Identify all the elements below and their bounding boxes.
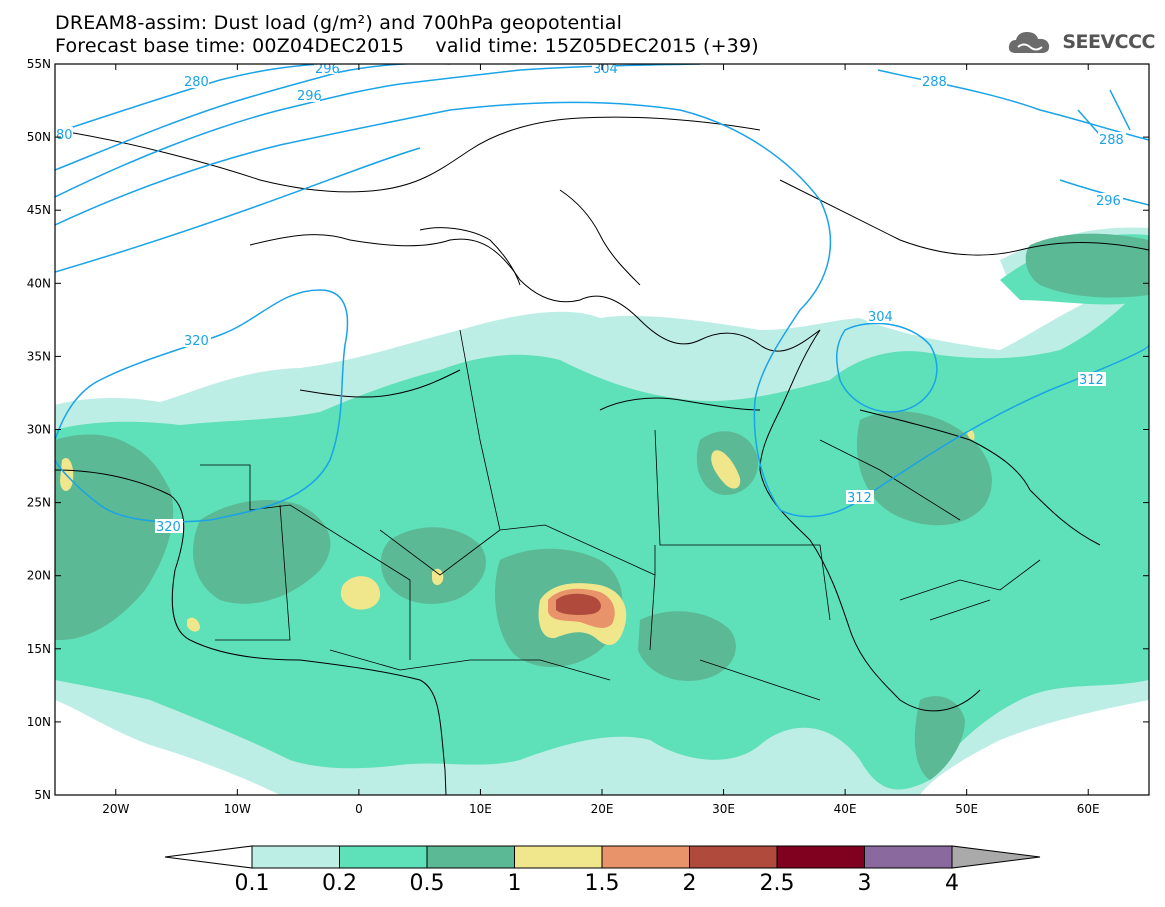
- contour-label: 80: [56, 128, 73, 143]
- map-area: 280 80 296 296 304 288 288 296 320 320 3…: [55, 62, 1149, 795]
- contour-label: 320: [184, 334, 209, 349]
- colorbar-label: 1: [508, 871, 522, 896]
- lon-tick-label: 10E: [469, 802, 492, 816]
- lat-tick-label: 20N: [27, 569, 51, 583]
- colorbar-label: 2: [683, 871, 697, 896]
- contour-label: 312: [847, 491, 872, 506]
- lat-tick-label: 30N: [27, 423, 51, 437]
- lon-tick-label: 20W: [102, 802, 129, 816]
- colorbar-segment: [689, 845, 778, 869]
- forecast-times: Forecast base time: 00Z04DEC2015 valid t…: [55, 36, 759, 56]
- lat-tick-label: 55N: [27, 57, 51, 71]
- lon-tick-label: 50E: [955, 802, 978, 816]
- contour-label: 296: [315, 62, 340, 77]
- contour-label: 304: [868, 310, 893, 325]
- geopotential-contours: [55, 64, 1149, 523]
- lon-tick-label: 0: [355, 802, 363, 816]
- colorbar-segment: [864, 845, 953, 869]
- lat-tick-label: 25N: [27, 496, 51, 510]
- colorbar-segment: [601, 845, 690, 869]
- cloud-icon: [1009, 32, 1050, 53]
- latitude-axis: 55N 50N 45N 40N 35N 30N 25N 20N 15N 10N 5N: [27, 57, 1149, 802]
- seevccc-logo: SEEVCCC: [1006, 24, 1155, 60]
- colorbar: 0.1 0.2 0.5 1 1.5 2 2.5 3 4: [164, 845, 1041, 896]
- contour-label: 280: [184, 75, 209, 90]
- country-borders: [200, 329, 1041, 701]
- colorbar-segment: [776, 845, 865, 869]
- contour-label: 320: [156, 520, 181, 535]
- colorbar-label: 4: [945, 871, 959, 896]
- colorbar-label: 1.5: [585, 871, 620, 896]
- lat-tick-label: 10N: [27, 715, 51, 729]
- colorbar-label: 3: [858, 871, 872, 896]
- colorbar-segment: [251, 845, 340, 869]
- colorbar-label: 0.5: [410, 871, 445, 896]
- lat-tick-label: 35N: [27, 349, 51, 363]
- contour-label: 312: [1079, 373, 1104, 388]
- colorbar-segment: [514, 845, 603, 869]
- logo-text: SEEVCCC: [1062, 31, 1155, 53]
- contour-label: 296: [297, 89, 322, 104]
- map-title: DREAM8-assim: Dust load (g/m²) and 700hP…: [55, 12, 623, 34]
- lon-tick-label: 40E: [834, 802, 857, 816]
- lat-tick-label: 40N: [27, 276, 51, 290]
- contour-label: 304: [593, 62, 618, 77]
- contour-labels: 280 80 296 296 304 288 288 296 320 320 3…: [55, 62, 1126, 535]
- lat-tick-label: 45N: [27, 203, 51, 217]
- lon-tick-label: 10W: [224, 802, 251, 816]
- colorbar-label: 2.5: [760, 871, 795, 896]
- contour-label: 296: [1096, 194, 1121, 209]
- colorbar-segment: [426, 845, 515, 869]
- lat-tick-label: 15N: [27, 642, 51, 656]
- lat-tick-label: 5N: [34, 788, 51, 802]
- lon-tick-label: 60E: [1077, 802, 1100, 816]
- longitude-axis: 20W 10W 0 10E 20E 30E 40E 50E 60E: [102, 64, 1100, 816]
- colorbar-min-arrow: [164, 845, 253, 869]
- colorbar-max-arrow: [951, 845, 1041, 869]
- lon-tick-label: 20E: [591, 802, 614, 816]
- contour-label: 288: [1099, 133, 1124, 148]
- valid-time-label: valid time: 15Z05DEC2015 (+39): [435, 35, 759, 57]
- lat-tick-label: 50N: [27, 130, 51, 144]
- colorbar-segment: [339, 845, 428, 869]
- base-time-label: Forecast base time: 00Z04DEC2015: [55, 35, 405, 57]
- dust-layer-2: [556, 593, 601, 615]
- colorbar-label: 0.1: [235, 871, 270, 896]
- colorbar-label: 0.2: [322, 871, 357, 896]
- lon-tick-label: 30E: [712, 802, 735, 816]
- contour-label: 288: [922, 75, 947, 90]
